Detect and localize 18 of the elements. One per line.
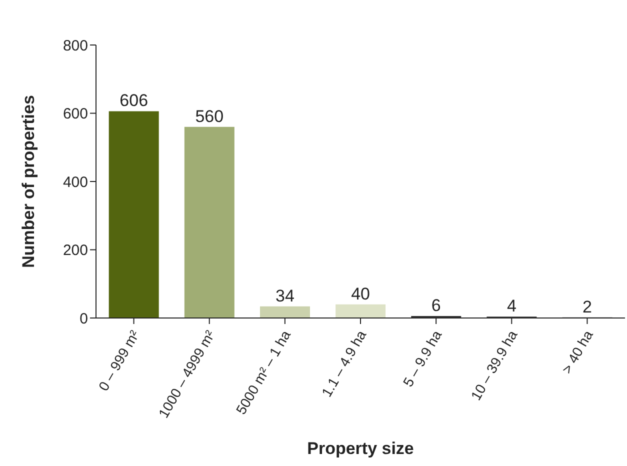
y-axis-title: Number of properties <box>19 95 38 268</box>
data-label: 2 <box>582 297 592 316</box>
data-label: 560 <box>195 106 224 126</box>
data-label: 40 <box>351 284 370 304</box>
x-tick-label: 5 – 9.9 ha <box>400 327 445 390</box>
data-label: 34 <box>276 286 294 306</box>
data-label: 4 <box>506 296 516 316</box>
y-tick-label: 600 <box>62 106 88 123</box>
y-tick-label: 800 <box>62 37 88 54</box>
x-tick-label: 1.1 – 4.9 ha <box>318 327 370 400</box>
x-axis-title: Property size <box>307 439 414 458</box>
y-tick-label: 0 <box>80 310 88 328</box>
x-tick-label: > 40 ha <box>558 327 596 376</box>
data-label: 6 <box>431 296 441 315</box>
data-label: 606 <box>120 91 148 110</box>
y-tick-label: 200 <box>62 242 88 260</box>
y-tick-label: 400 <box>62 174 88 191</box>
x-tick-label: 0 – 999 m² <box>95 327 143 394</box>
